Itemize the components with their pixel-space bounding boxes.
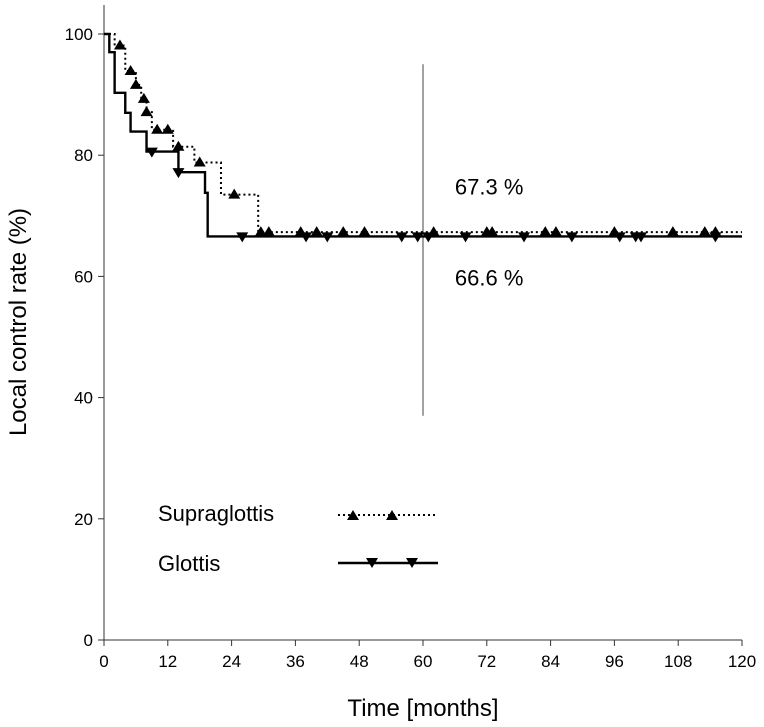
glottis-censor-marker <box>236 232 249 243</box>
legend-label-supraglottis: Supraglottis <box>158 501 274 526</box>
glottis-censor-marker <box>145 147 158 158</box>
legend-marker-glottis <box>366 558 378 568</box>
supraglottis-censor-marker <box>666 226 679 237</box>
supraglottis-rate-annotation: 67.3 % <box>455 175 524 200</box>
supraglottis-censor-marker <box>549 226 562 237</box>
legend-marker-glottis <box>406 558 418 568</box>
supraglottis-censor-marker <box>262 226 275 237</box>
y-tick-label: 80 <box>74 146 93 165</box>
y-axis-title: Local control rate (%) <box>5 208 32 436</box>
glottis-censor-marker <box>518 232 531 243</box>
supraglottis-censor-marker <box>172 140 185 151</box>
series-layer <box>104 32 742 243</box>
supraglottis-censor-marker <box>539 226 552 237</box>
supraglottis-censor-marker <box>486 226 499 237</box>
x-tick-label: 48 <box>350 652 369 671</box>
y-tick-label: 100 <box>65 25 93 44</box>
x-axis-title: Time [months] <box>347 695 498 722</box>
supraglottis-censor-marker <box>140 106 153 117</box>
glottis-censor-marker <box>172 168 185 179</box>
y-tick-label: 60 <box>74 267 93 286</box>
x-tick-label: 108 <box>664 652 692 671</box>
x-tick-label: 96 <box>605 652 624 671</box>
x-tick-label: 60 <box>414 652 433 671</box>
x-tick-label: 36 <box>286 652 305 671</box>
x-ticks: 0 12 24 36 48 60 72 84 96 108 120 <box>99 640 756 671</box>
glottis-censor-marker <box>459 232 472 243</box>
y-ticks: 0 20 40 60 80 100 <box>65 25 104 650</box>
supraglottis-censor-marker <box>129 78 142 89</box>
supraglottis-censor-marker <box>193 156 206 167</box>
supraglottis-censor-marker <box>310 226 323 237</box>
y-tick-label: 0 <box>84 631 93 650</box>
glottis-censor-marker <box>321 232 334 243</box>
glottis-censor-marker <box>634 232 647 243</box>
legend-marker-supraglottis <box>386 510 398 520</box>
glottis-censor-marker <box>709 232 722 243</box>
glottis-censor-marker <box>300 232 313 243</box>
glottis-censor-marker <box>395 232 408 243</box>
x-tick-label: 24 <box>222 652 241 671</box>
supraglottis-censor-marker <box>113 39 126 50</box>
glottis-rate-annotation: 66.6 % <box>455 265 524 290</box>
supraglottis-censor-marker <box>151 123 164 134</box>
glottis-survival-curve <box>104 32 742 238</box>
x-tick-label: 120 <box>728 652 756 671</box>
supraglottis-censor-marker <box>161 123 174 134</box>
supraglottis-censor-marker <box>137 92 150 103</box>
supraglottis-censor-marker <box>254 226 267 237</box>
supraglottis-censor-marker <box>698 226 711 237</box>
glottis-censor-marker <box>422 232 435 243</box>
y-tick-label: 20 <box>74 510 93 529</box>
glottis-censor-marker <box>565 232 578 243</box>
glottis-censor-marker <box>613 232 626 243</box>
legend-marker-supraglottis <box>347 510 359 520</box>
legend-label-glottis: Glottis <box>158 551 220 576</box>
supraglottis-censor-marker <box>358 226 371 237</box>
legend: Supraglottis Glottis <box>158 501 438 576</box>
y-tick-label: 40 <box>74 389 93 408</box>
x-tick-label: 12 <box>158 652 177 671</box>
x-tick-label: 72 <box>477 652 496 671</box>
glottis-censor-marker <box>411 232 424 243</box>
supraglottis-survival-curve <box>104 33 742 234</box>
supraglottis-censor-marker <box>228 188 241 199</box>
supraglottis-censor-marker <box>124 64 137 75</box>
x-tick-label: 84 <box>541 652 560 671</box>
supraglottis-censor-marker <box>337 226 350 237</box>
x-tick-label: 0 <box>99 652 108 671</box>
